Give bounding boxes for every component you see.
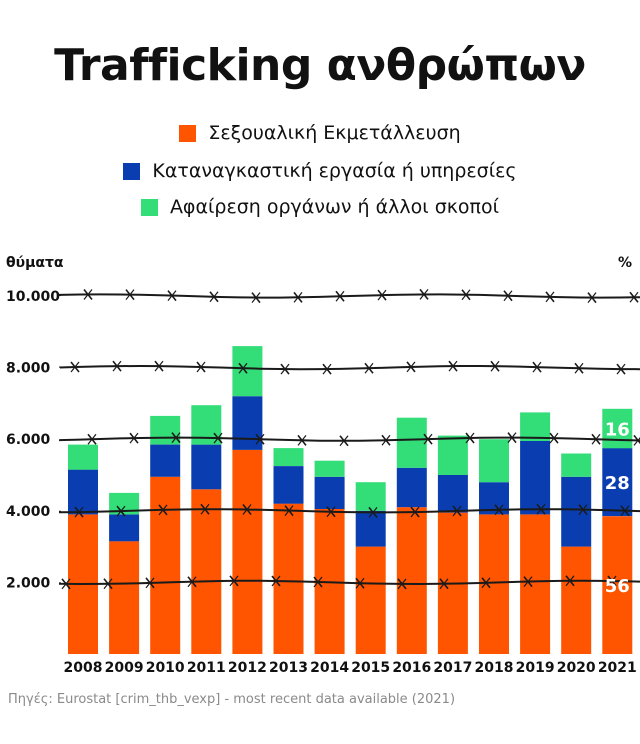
annotation-labour-2021: 28 [605,473,630,494]
legend-label-other: Αφαίρεση οργάνων ή άλλοι σκοποί [169,196,500,218]
legend-item-sexual: Σεξουαλική Εκμετάλλευση [0,122,640,147]
legend-label-labour: Καταναγκαστική εργασία ή υπηρεσίες [152,160,517,182]
x-tick-label-2018: 2018 [475,660,514,676]
y-tick-label-2000: 2.000 [6,575,51,591]
y-axis-label: θύματα [6,255,64,271]
bar-labour-2019 [520,441,551,515]
bar-labour-2014 [314,476,345,509]
bar-sexual-2010 [150,476,181,654]
gridline-8000 [59,360,640,375]
gridline-4000 [59,503,640,518]
legend-swatch-other [140,198,158,216]
legend-item-labour: Καταναγκαστική εργασία ή υπηρεσίες [0,160,640,185]
x-tick-label-2016: 2016 [392,660,431,676]
x-tick-label-2014: 2014 [310,660,349,676]
bar-other-2008 [68,444,98,470]
bar-other-2009 [109,492,140,515]
x-tick-label-2010: 2010 [146,660,185,676]
bar-sexual-2020 [561,546,592,654]
bar-other-2010 [150,415,181,445]
y-tick-label-10000: 10.000 [6,289,60,305]
bar-sexual-2021 [602,516,633,654]
bar-sexual-2019 [520,514,551,654]
bar-labour-2011 [191,444,222,490]
bar-other-2019 [520,412,551,441]
bar-other-2020 [561,453,592,477]
bar-labour-2010 [150,444,181,477]
x-tick-label-2009: 2009 [105,660,144,676]
bar-other-2018 [479,439,509,483]
y-tick-label-4000: 4.000 [6,504,51,520]
x-tick-label-2011: 2011 [187,660,226,676]
gridline-10000 [59,288,640,304]
bar-labour-2015 [355,510,386,547]
bar-labour-2016 [396,467,427,508]
legend-swatch-sexual [179,124,197,142]
bar-other-2012 [232,346,263,397]
bar-labour-2008 [68,469,98,515]
bar-other-2016 [396,417,427,468]
legend-swatch-labour [123,162,141,180]
bar-sexual-2016 [396,507,427,654]
legend-label-sexual: Σεξουαλική Εκμετάλλευση [208,122,461,144]
bar-other-2013 [273,448,304,466]
bar-sexual-2011 [191,489,222,654]
annotation-sexual-2021: 56 [605,576,630,597]
bar-sexual-2009 [109,541,140,654]
bar-sexual-2018 [479,514,509,654]
bar-other-2021 [602,408,633,449]
x-tick-label-2008: 2008 [64,660,103,676]
bar-labour-2020 [561,476,592,547]
page-title: Trafficking ανθρώπων [54,40,586,91]
bar-other-2015 [355,482,386,511]
bar-other-2014 [314,460,345,477]
y2-axis-label: % [618,255,633,271]
source-note: Πηγές: Eurostat [crim_thb_vexp] - most r… [8,692,456,707]
legend-item-other: Αφαίρεση οργάνων ή άλλοι σκοποί [0,196,640,221]
bar-other-2017 [437,435,468,475]
gridline-2000 [59,575,640,590]
bar-labour-2021 [602,448,633,517]
y-tick-label-6000: 6.000 [6,432,51,448]
x-tick-label-2020: 2020 [557,660,596,676]
gridline-6000 [59,432,640,447]
x-tick-label-2021: 2021 [598,660,637,676]
x-tick-label-2017: 2017 [433,660,472,676]
x-tick-label-2019: 2019 [516,660,555,676]
bar-labour-2009 [109,514,140,542]
annotation-other-2021: 16 [605,420,630,441]
bar-labour-2012 [232,396,263,450]
y-tick-label-8000: 8.000 [6,361,51,377]
bar-sexual-2015 [355,546,386,654]
x-tick-label-2012: 2012 [228,660,267,676]
bar-labour-2013 [273,466,304,504]
bar-sexual-2012 [232,449,263,654]
x-tick-label-2013: 2013 [269,660,308,676]
x-tick-label-2015: 2015 [351,660,390,676]
